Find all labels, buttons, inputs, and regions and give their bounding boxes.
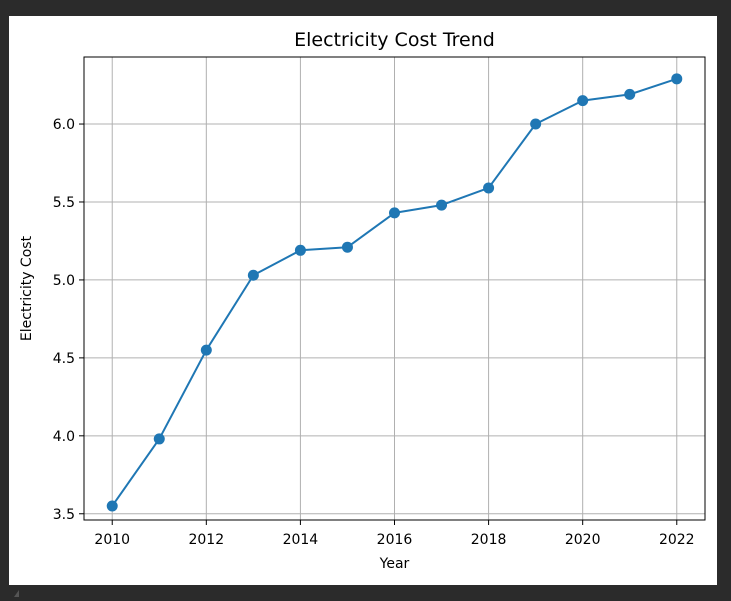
y-tick-label: 5.5 [53,195,75,211]
axis-ticks: 2010 2012 2014 2016 2018 2020 2022 3.5 4.0 4.5 5.0… [53,117,695,548]
chart-title: Electricity Cost Trend [294,29,495,51]
x-tick-label: 2012 [188,532,224,548]
data-point [624,88,636,100]
x-tick-label: 2016 [377,532,413,548]
data-point [577,95,589,107]
x-tick-label: 2010 [94,532,130,548]
data-point [483,182,495,194]
figure-canvas: 2010 2012 2014 2016 2018 2020 2022 3.5 4.0 4.5 5.0… [9,16,717,585]
y-tick-label: 6.0 [53,117,75,133]
data-point [671,73,683,85]
x-axis-label: Year [379,556,410,572]
data-point [247,269,259,281]
grid-lines [84,57,705,520]
data-point [389,207,400,219]
data-point [530,118,542,130]
data-point [153,433,165,445]
data-point [436,199,448,211]
x-tick-label: 2018 [471,532,507,548]
y-tick-label: 5.0 [53,273,75,289]
x-tick-label: 2022 [659,532,695,548]
data-point [200,344,212,356]
data-point [294,244,306,256]
y-tick-label: 4.5 [53,351,75,367]
line-chart: 2010 2012 2014 2016 2018 2020 2022 3.5 4.0 4.5 5.0… [19,29,706,572]
resize-corner-icon [14,590,19,597]
y-tick-label: 4.0 [53,429,75,445]
data-point [341,241,353,253]
y-axis-label: Electricity Cost [19,235,35,341]
data-point [106,500,118,512]
y-tick-label: 3.5 [53,507,75,523]
x-tick-label: 2014 [283,532,319,548]
x-tick-label: 2020 [565,532,601,548]
series-layer [106,73,683,512]
